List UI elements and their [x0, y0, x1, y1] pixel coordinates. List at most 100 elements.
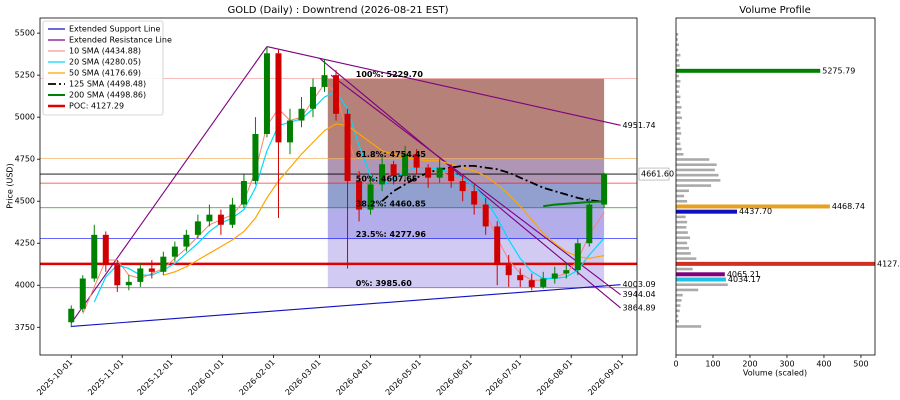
candle-body — [114, 265, 121, 286]
volume-bar — [676, 319, 679, 323]
y-axis-label: Price (USD) — [6, 163, 15, 208]
trend-line — [330, 74, 621, 296]
x-tick-label: 300 — [779, 360, 794, 369]
volume-level-label: 4065.21 — [727, 270, 760, 279]
legend-label: 50 SMA (4176.69) — [69, 69, 141, 78]
sma-line — [82, 82, 605, 315]
candle-body — [402, 154, 409, 176]
volume-bar — [676, 85, 680, 88]
volume-bar — [676, 100, 680, 104]
candle-body — [263, 53, 270, 134]
volume-level-label: 5275.79 — [822, 66, 855, 75]
profile-frame — [675, 17, 876, 356]
candle-body — [367, 184, 374, 210]
candle-body — [505, 265, 512, 276]
volume-level-label: 4468.74 — [832, 202, 865, 211]
legend-label: POC: 4127.29 — [69, 102, 124, 111]
volume-bar — [676, 38, 678, 41]
volume-bar — [676, 116, 682, 120]
candle-body — [601, 174, 608, 205]
candle-body — [275, 53, 282, 143]
volume-bar — [676, 121, 680, 125]
legend-label: 20 SMA (4280.05) — [69, 58, 141, 67]
volume-bar — [676, 126, 681, 130]
x-tick-label: 500 — [853, 360, 868, 369]
current-price-label: 4661.60 — [641, 170, 674, 179]
volume-bar — [676, 288, 699, 292]
candle-body — [160, 256, 167, 272]
volume-bar — [676, 137, 680, 140]
volume-bar — [676, 226, 687, 229]
volume-bar — [676, 48, 679, 52]
volume-bar — [676, 314, 679, 318]
volume-bar — [676, 189, 689, 193]
volume-bar — [676, 111, 681, 114]
volume-bar — [676, 272, 725, 277]
y-tick-label: 3750 — [15, 323, 35, 332]
volume-bar — [676, 277, 726, 282]
candle-body — [206, 214, 213, 222]
candle-body — [574, 243, 581, 271]
volume-bar — [676, 74, 679, 78]
candle-body — [356, 181, 363, 210]
legend-label: 10 SMA (4434.88) — [69, 47, 141, 56]
volume-bar — [676, 142, 681, 146]
candle-body — [390, 164, 397, 176]
volume-level-label: 4127.29 — [877, 259, 900, 268]
volume-bar — [676, 236, 691, 240]
trend-end-label: 3944.04 — [623, 290, 656, 299]
candle-body — [125, 281, 132, 286]
volume-level-label: 4437.70 — [739, 207, 772, 216]
x-axis-label: Volume (scaled) — [743, 369, 807, 378]
candle-body — [102, 234, 109, 266]
sma-line — [381, 165, 605, 203]
x-tick-label: 200 — [742, 360, 757, 369]
candle-body — [240, 181, 247, 205]
volume-bar — [676, 252, 691, 255]
candle-body — [79, 278, 86, 309]
candle-body — [229, 204, 236, 225]
y-tick-label: 4750 — [15, 155, 35, 164]
main-frame — [39, 17, 638, 356]
trend-end-label: 4951.74 — [623, 121, 656, 130]
trend-end-label: 4003.09 — [623, 280, 656, 289]
x-tick-label: 400 — [816, 360, 831, 369]
candle-body — [459, 181, 466, 192]
legend-label: Extended Resistance Line — [69, 36, 172, 45]
y-tick-label: 4500 — [15, 197, 35, 206]
candle-body — [171, 246, 178, 257]
volume-bar — [676, 173, 719, 177]
candle-body — [148, 268, 155, 272]
sma-line — [543, 200, 605, 208]
volume-bar — [676, 220, 688, 224]
candle-body — [517, 275, 524, 281]
candle-body — [344, 113, 351, 182]
volume-bar — [676, 267, 693, 271]
candle-body — [298, 108, 305, 121]
trend-line — [70, 46, 268, 324]
volume-bar — [676, 64, 680, 67]
candle-body — [333, 75, 340, 114]
volume-bar — [676, 209, 738, 214]
candle-body — [183, 234, 190, 247]
candle-body — [448, 167, 455, 182]
candle-body — [494, 226, 501, 266]
candle-body — [425, 167, 432, 178]
volume-bar — [676, 304, 681, 307]
candle-body — [528, 280, 535, 287]
volume-bar — [676, 32, 679, 36]
volume-bar — [676, 231, 688, 234]
volume-bar — [676, 283, 728, 287]
volume-level-label: 4034.17 — [728, 275, 761, 284]
legend-box — [42, 20, 164, 116]
candle-body — [563, 270, 570, 274]
fib-level-label: 50%: 4607.65 — [356, 175, 418, 184]
volume-bar — [676, 241, 688, 245]
trend-line — [266, 46, 621, 126]
volume-bar — [676, 79, 681, 83]
volume-bar — [676, 261, 875, 266]
candle-body — [252, 133, 259, 182]
chart-title: GOLD (Daily) : Downtrend (2026-08-21 EST… — [228, 5, 449, 16]
volume-bar — [676, 215, 686, 219]
